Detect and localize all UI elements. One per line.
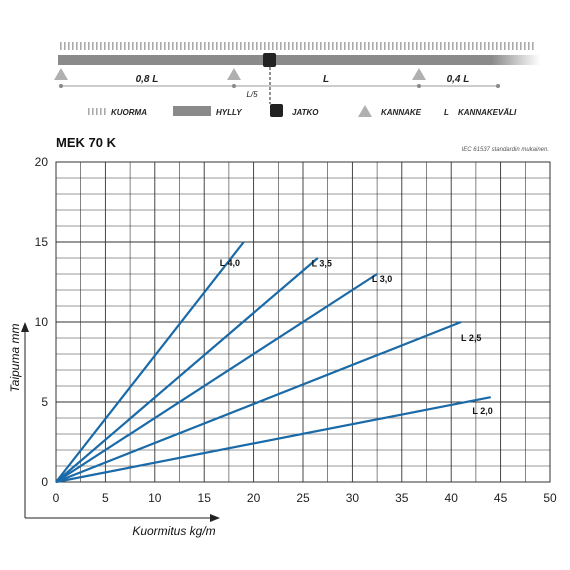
- legend-support-swatch: [358, 105, 372, 117]
- x-tick-label: 15: [198, 491, 212, 505]
- x-tick-label: 10: [148, 491, 162, 505]
- legend-joint-label: JATKO: [292, 108, 319, 117]
- legend-support-label: KANNAKE: [381, 108, 422, 117]
- legend-load-swatch: [88, 108, 108, 115]
- chart-series-labels: L 4,0 L 3,5 L 3,0 L 2,5 L 2,0: [220, 258, 493, 416]
- series-line: [55, 396, 491, 484]
- support-triangle-2: [227, 68, 241, 80]
- legend-joint-swatch: [270, 104, 283, 117]
- y-tick-label: 10: [35, 315, 49, 329]
- y-axis-label: Taipuma mm: [8, 324, 22, 393]
- x-tick-label: 30: [346, 491, 360, 505]
- x-tick-label: 5: [102, 491, 109, 505]
- span-label-2: L: [323, 74, 329, 85]
- chart-title: MEK 70 K: [56, 135, 117, 150]
- y-tick-label: 5: [41, 395, 48, 409]
- y-tick-label: 15: [35, 235, 49, 249]
- series-label: L 2,0: [472, 406, 492, 416]
- x-tick-label: 25: [296, 491, 310, 505]
- series-label: L 3,5: [312, 258, 332, 268]
- y-axis-arrowhead: [21, 322, 29, 332]
- dimension-dot: [417, 84, 421, 88]
- support-triangle-3: [412, 68, 426, 80]
- series-line: [55, 257, 319, 483]
- series-line: [55, 241, 245, 483]
- span-label-1: 0,8 L: [136, 74, 159, 85]
- dimension-dot: [59, 84, 63, 88]
- x-axis-arrowhead: [210, 514, 220, 522]
- x-axis-ticks: 0 5 10 15 20 25 30 35 40 45 50: [53, 491, 557, 505]
- joint-marker: [263, 53, 276, 67]
- legend-load-label: KUORMA: [111, 108, 147, 117]
- axis-arrows: [21, 322, 220, 522]
- x-tick-label: 20: [247, 491, 261, 505]
- x-tick-label: 45: [494, 491, 508, 505]
- legend-span-symbol: L: [444, 108, 449, 117]
- x-tick-label: 50: [543, 491, 557, 505]
- x-tick-label: 35: [395, 491, 409, 505]
- diagram-legend: KUORMA HYLLY JATKO KANNAKE L KANNAKEVÄLI: [88, 104, 517, 117]
- x-tick-label: 0: [53, 491, 60, 505]
- y-tick-label: 0: [41, 475, 48, 489]
- support-triangle-1: [54, 68, 68, 80]
- dimension-dot: [232, 84, 236, 88]
- series-label: L 3,0: [372, 274, 392, 284]
- legend-shelf-label: HYLLY: [216, 108, 242, 117]
- load-hatch: [58, 42, 534, 50]
- x-axis-label: Kuormitus kg/m: [132, 524, 215, 538]
- dimension-dot: [496, 84, 500, 88]
- installation-diagram: 0,8 L L 0,4 L L/5: [54, 42, 540, 104]
- x-tick-label: 40: [445, 491, 459, 505]
- chart-subtitle: IEC 61537 standardin mukainen.: [462, 147, 549, 153]
- y-axis-ticks: 0 5 10 15 20: [35, 155, 49, 489]
- series-line: [55, 320, 462, 484]
- chart-series: [55, 241, 491, 484]
- span-label-3: 0,4 L: [447, 74, 470, 85]
- legend-span-label: KANNAKEVÄLI: [458, 108, 517, 117]
- series-label: L 2,5: [461, 333, 481, 343]
- series-line: [55, 273, 378, 483]
- joint-offset-label: L/5: [246, 90, 258, 99]
- y-tick-label: 20: [35, 155, 49, 169]
- legend-shelf-swatch: [173, 106, 211, 116]
- series-label: L 4,0: [220, 258, 240, 268]
- shelf-bar: [58, 55, 540, 65]
